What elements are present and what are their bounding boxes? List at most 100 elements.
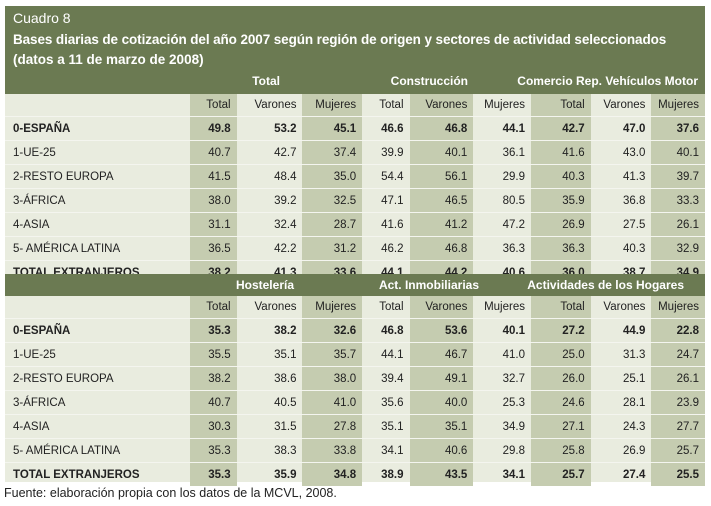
- row-label: 0-ESPAÑA: [5, 116, 191, 141]
- table-row: 4-ASIA 31.1 32.4 28.7 41.6 41.2 47.2 26.9 27.5 26…: [5, 212, 705, 237]
- table-cell: 35.1: [236, 342, 303, 367]
- table-cell: 25.5: [651, 462, 705, 486]
- table-cell: 26.9: [530, 212, 591, 237]
- table-cell: 23.9: [651, 390, 705, 415]
- table-cell: 44.9: [590, 318, 652, 343]
- column-header: Varones: [590, 94, 652, 117]
- table-cell: 25.1: [590, 366, 652, 391]
- table-cell: 42.7: [236, 140, 303, 165]
- row-label: 4-ASIA: [5, 212, 191, 237]
- table-cell: 35.9: [530, 188, 591, 213]
- table-cell: 31.3: [590, 342, 652, 367]
- table-cell: 35.1: [362, 414, 410, 439]
- table-cell: 37.4: [302, 140, 363, 165]
- table-cell: 26.0: [530, 366, 591, 391]
- column-header-row: Total Varones Mujeres Total Varones Mujeres To…: [5, 94, 705, 117]
- row-label: 5- AMÉRICA LATINA: [5, 438, 191, 463]
- table-cell: 35.0: [302, 164, 363, 189]
- table-row: 3-ÁFRICA 38.0 39.2 32.5 47.1 46.5 80.5 35.9 36.8…: [5, 188, 705, 213]
- column-header: Total: [362, 94, 410, 117]
- table-row: 0-ESPAÑA 49.8 53.2 45.1 46.6 46.8 44.1 42.7 47.0…: [5, 116, 705, 141]
- table-cell: 38.2: [190, 366, 237, 391]
- section2-header: Hostelería Act. Inmobiliarias Actividade…: [5, 274, 705, 296]
- table-cell: 25.0: [530, 342, 591, 367]
- table-cell: 53.6: [409, 318, 474, 343]
- table-cell: 32.7: [473, 366, 531, 391]
- table-cell: 40.3: [590, 236, 652, 261]
- row-label: 3-ÁFRICA: [5, 390, 191, 415]
- table-cell: 27.4: [623, 468, 646, 481]
- table-cell: 46.8: [362, 318, 410, 343]
- table-cell: 41.6: [362, 212, 410, 237]
- table-cell: 35.3: [190, 438, 237, 463]
- table-cell: 37.6: [651, 116, 705, 141]
- table-header: Cuadro 8 Bases diarias de cotización del…: [5, 6, 705, 94]
- table-number: Cuadro 8: [13, 10, 71, 26]
- column-header: Total: [190, 296, 237, 319]
- table-cell: 48.4: [236, 164, 303, 189]
- table-cell: 31.2: [302, 236, 363, 261]
- table-cell: 38.0: [190, 188, 237, 213]
- table-row: 2-RESTO EUROPA 41.5 48.4 35.0 54.4 56.1 29.9 40…: [5, 164, 705, 189]
- table-cell: 41.6: [530, 140, 591, 165]
- table-cell: 28.1: [590, 390, 652, 415]
- table-row: 0-ESPAÑA 35.3 38.2 32.6 46.8 53.6 40.1 27.2 44.9…: [5, 318, 705, 343]
- table-cell: 42.2: [236, 236, 303, 261]
- table-cell: 47.1: [362, 188, 410, 213]
- table-cell: 35.3: [190, 462, 237, 486]
- table-cell: 26.1: [651, 212, 705, 237]
- table-cell: 42.7: [530, 116, 591, 141]
- table-cell: 53.2: [236, 116, 303, 141]
- column-header: Mujeres: [651, 94, 705, 117]
- table-cell: 44.1: [362, 342, 410, 367]
- table-cell: 36.3: [530, 236, 591, 261]
- column-header: Mujeres: [473, 94, 531, 117]
- table-cell: 29.9: [473, 164, 531, 189]
- header-spacer: [5, 94, 191, 117]
- table-cell: 56.1: [409, 164, 474, 189]
- column-header: Varones: [236, 94, 303, 117]
- table-cell: 36.3: [473, 236, 531, 261]
- table-cell: 46.6: [362, 116, 410, 141]
- table-cell: 22.8: [651, 318, 705, 343]
- table-row: 5- AMÉRICA LATINA 36.5 42.2 31.2 46.2 46.8 36.…: [5, 236, 705, 261]
- table-cell: 31.1: [190, 212, 237, 237]
- table-cell: 27.1: [530, 414, 591, 439]
- table-cell: 46.8: [409, 116, 474, 141]
- table-cell: 54.4: [362, 164, 410, 189]
- column-header: Mujeres: [473, 296, 531, 319]
- table-cell: 38.6: [236, 366, 303, 391]
- table-cell: 38.3: [236, 438, 303, 463]
- group-header-construccion: Construcción: [390, 74, 468, 88]
- table-cell: 38.0: [302, 366, 363, 391]
- table-cell: 34.1: [362, 438, 410, 463]
- table-cell: 34.8: [302, 462, 363, 486]
- group-header-hosteleria: Hostelería: [235, 278, 294, 292]
- table-row: 1-UE-25 40.7 42.7 37.4 39.9 40.1 36.1 41.6 43.0 4…: [5, 140, 705, 165]
- table-cell: 26.1: [651, 366, 705, 391]
- table-cell: 47.0: [590, 116, 652, 141]
- table-cell: 49.8: [190, 116, 237, 141]
- group-header-total: Total: [252, 74, 280, 88]
- row-label: 0-ESPAÑA: [5, 318, 191, 343]
- table-cell: 24.3: [590, 414, 652, 439]
- table-cell: 45.1: [302, 116, 363, 141]
- table-cell: 41.2: [409, 212, 474, 237]
- row-label: 1-UE-25: [5, 342, 191, 367]
- table-cell: 40.1: [409, 140, 474, 165]
- table-cell: 25.8: [530, 438, 591, 463]
- table-subtitle: (datos a 11 de marzo de 2008): [13, 52, 204, 67]
- table-cell: 34.1: [502, 468, 525, 481]
- table-cell: 41.0: [473, 342, 531, 367]
- group-header-comercio: Comercio Rep. Vehículos Motor: [517, 74, 698, 88]
- table-cell: 30.3: [190, 414, 237, 439]
- column-header: Mujeres: [302, 94, 363, 117]
- table-cell: 32.6: [302, 318, 363, 343]
- table-cell: 39.2: [236, 188, 303, 213]
- row-label: 3-ÁFRICA: [5, 188, 191, 213]
- table-cell: 29.8: [473, 438, 531, 463]
- table-cell: 25.7: [530, 462, 591, 486]
- table-cell: 32.5: [302, 188, 363, 213]
- table-cell: 40.6: [409, 438, 474, 463]
- table-cell: 40.0: [409, 390, 474, 415]
